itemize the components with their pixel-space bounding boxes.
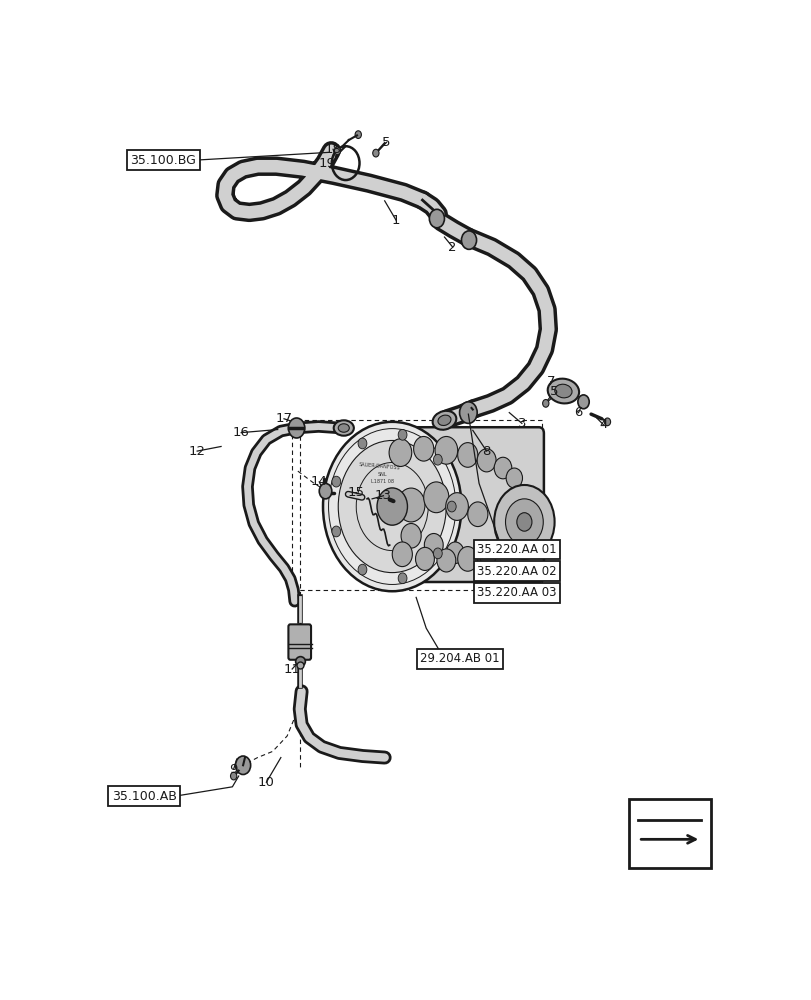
- Text: 11: 11: [283, 663, 300, 676]
- Circle shape: [478, 544, 496, 565]
- Circle shape: [397, 573, 406, 584]
- Circle shape: [433, 548, 442, 559]
- FancyBboxPatch shape: [628, 799, 710, 868]
- Circle shape: [433, 454, 442, 465]
- Text: 1: 1: [391, 214, 400, 227]
- Circle shape: [358, 564, 367, 575]
- Text: 9: 9: [230, 763, 238, 776]
- Ellipse shape: [432, 411, 456, 430]
- Circle shape: [446, 542, 463, 564]
- Text: 35.220.AA 03: 35.220.AA 03: [477, 586, 556, 599]
- Circle shape: [603, 418, 610, 426]
- Ellipse shape: [437, 415, 450, 425]
- Circle shape: [413, 436, 433, 461]
- Circle shape: [461, 231, 476, 249]
- Text: 16: 16: [233, 426, 249, 439]
- Text: 19: 19: [318, 157, 335, 170]
- Circle shape: [319, 483, 332, 499]
- Text: 4: 4: [599, 418, 607, 431]
- Circle shape: [288, 418, 304, 438]
- Circle shape: [505, 468, 521, 488]
- Circle shape: [358, 438, 367, 449]
- Circle shape: [459, 402, 477, 423]
- Circle shape: [477, 449, 496, 472]
- Text: 35.220.AA 02: 35.220.AA 02: [476, 565, 556, 578]
- Circle shape: [494, 485, 554, 559]
- Circle shape: [435, 436, 457, 464]
- Text: 6: 6: [573, 406, 582, 419]
- Text: 18: 18: [324, 143, 341, 156]
- Text: 7: 7: [546, 375, 555, 388]
- Circle shape: [372, 149, 379, 157]
- Ellipse shape: [554, 384, 571, 398]
- Text: 10: 10: [258, 776, 274, 789]
- FancyBboxPatch shape: [376, 427, 543, 582]
- Text: L1871 08: L1871 08: [371, 479, 394, 484]
- Circle shape: [436, 549, 455, 572]
- Ellipse shape: [333, 420, 354, 436]
- Text: 2: 2: [448, 241, 457, 254]
- Text: 3: 3: [517, 417, 526, 430]
- Circle shape: [424, 533, 443, 557]
- Circle shape: [467, 502, 487, 527]
- Circle shape: [457, 547, 477, 571]
- Text: SNL: SNL: [377, 472, 387, 477]
- Ellipse shape: [338, 424, 349, 432]
- Circle shape: [517, 513, 531, 531]
- Text: 35.100.BG: 35.100.BG: [130, 154, 196, 167]
- Text: 13: 13: [375, 489, 392, 502]
- Circle shape: [542, 400, 548, 407]
- Text: 15: 15: [347, 486, 364, 499]
- FancyBboxPatch shape: [288, 624, 311, 660]
- Text: 17: 17: [275, 412, 292, 425]
- Text: 12: 12: [188, 445, 205, 458]
- Text: 35.220.AA 01: 35.220.AA 01: [476, 543, 556, 556]
- Circle shape: [495, 536, 513, 557]
- Circle shape: [392, 542, 412, 567]
- Text: 5: 5: [550, 385, 558, 398]
- Circle shape: [388, 439, 411, 467]
- Circle shape: [401, 523, 421, 548]
- Circle shape: [457, 443, 477, 467]
- Text: 14: 14: [311, 475, 328, 488]
- Circle shape: [429, 209, 444, 228]
- Text: 29.204.AB 01: 29.204.AB 01: [420, 652, 500, 666]
- Ellipse shape: [547, 379, 578, 403]
- Circle shape: [423, 482, 448, 513]
- Text: 35.100.AB: 35.100.AB: [112, 790, 177, 803]
- Text: SAUER-DANFOSS: SAUER-DANFOSS: [358, 462, 400, 471]
- Circle shape: [338, 440, 446, 573]
- Circle shape: [415, 547, 434, 570]
- Circle shape: [332, 476, 341, 487]
- Circle shape: [494, 457, 511, 479]
- Circle shape: [447, 501, 456, 512]
- Circle shape: [577, 395, 589, 409]
- Text: 8: 8: [482, 445, 490, 458]
- Circle shape: [445, 493, 468, 520]
- Circle shape: [235, 756, 251, 774]
- Circle shape: [332, 526, 341, 537]
- Circle shape: [354, 131, 361, 138]
- Circle shape: [397, 429, 406, 440]
- Circle shape: [376, 488, 407, 525]
- Circle shape: [323, 422, 461, 591]
- Text: 5: 5: [382, 136, 390, 149]
- Circle shape: [397, 488, 424, 522]
- Circle shape: [230, 772, 237, 780]
- Circle shape: [334, 147, 341, 155]
- Circle shape: [505, 499, 543, 545]
